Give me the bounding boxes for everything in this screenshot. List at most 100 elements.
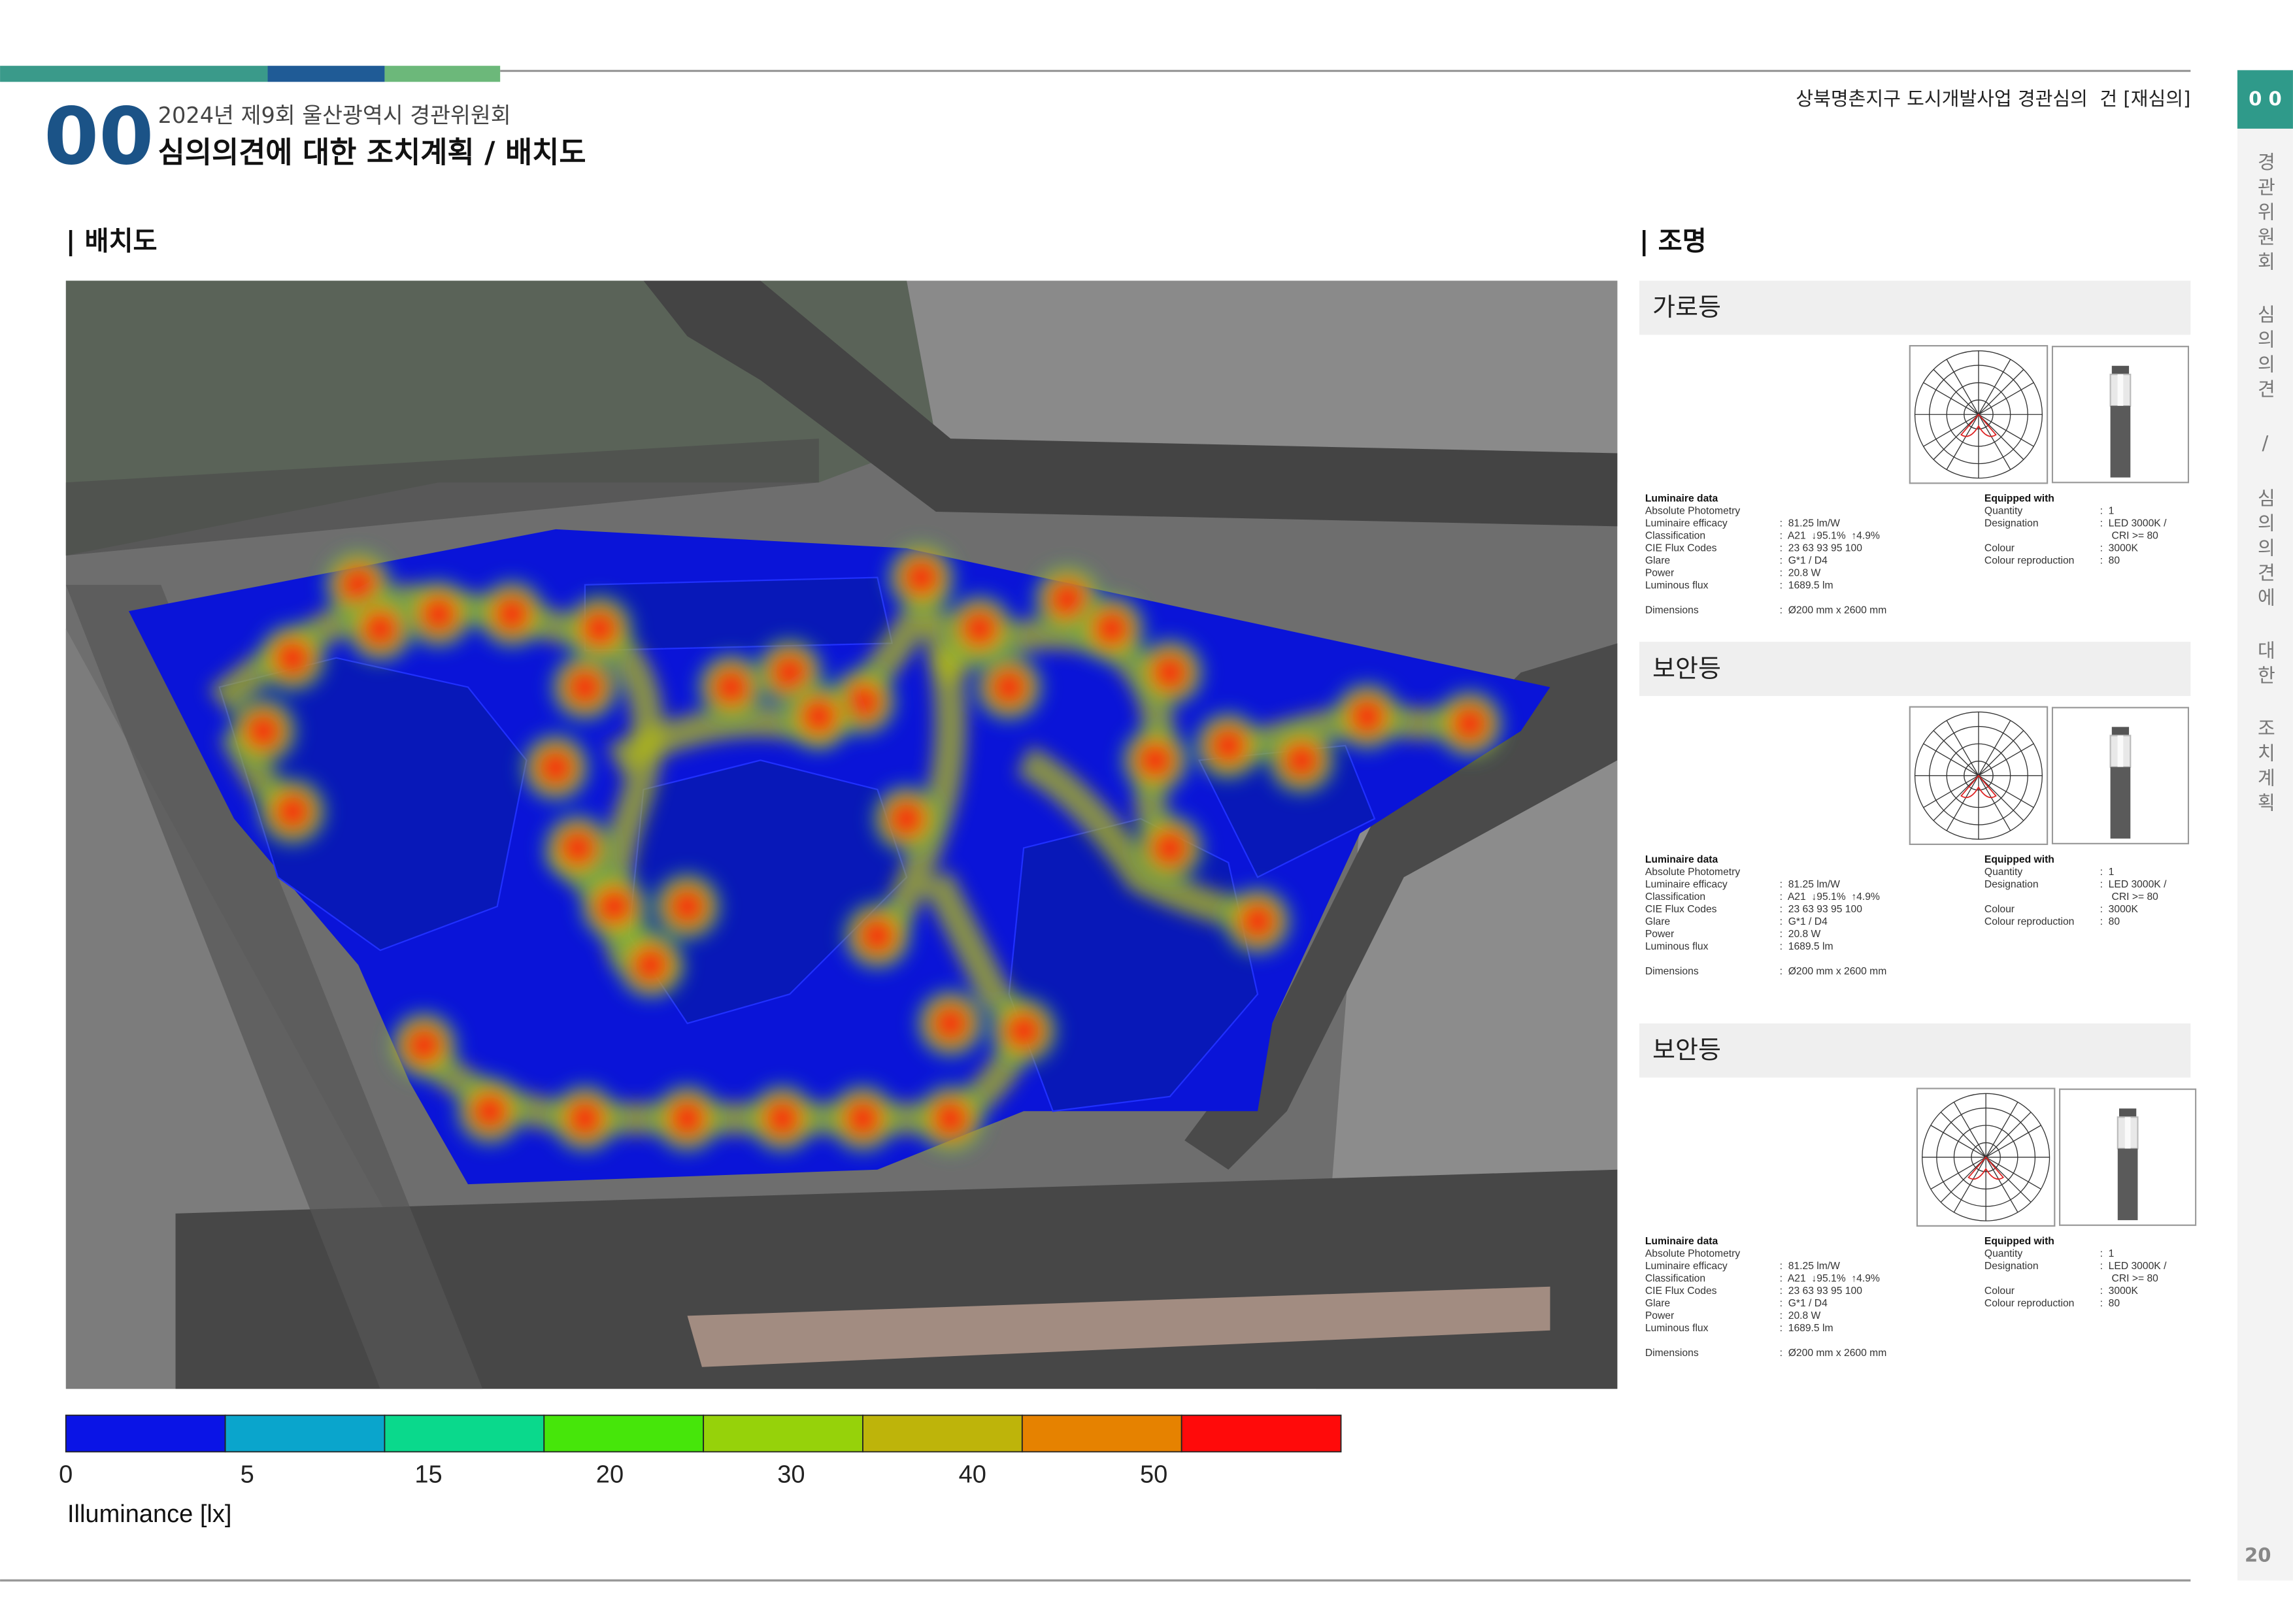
spec-label: Classification: [1645, 530, 1705, 541]
spec-heading: Luminaire data: [1645, 1236, 1718, 1247]
spec-heading: Luminaire data: [1645, 854, 1718, 865]
spec-label: CIE Flux Codes: [1645, 904, 1717, 915]
spec-value: : 23 63 93 95 100: [1780, 904, 1863, 915]
sidebar-vertical-text: 경관위원회 심의의견 / 심의의견에 대한 조치계획: [2254, 152, 2276, 818]
spec-label: CIE Flux Codes: [1645, 542, 1717, 554]
heat-spot: [868, 780, 945, 857]
photometric-diagram: [1916, 1087, 2056, 1227]
spec-value: : LED 3000K /: [2100, 518, 2167, 529]
section-heading: | 조명: [1639, 227, 1707, 257]
spec-value: : 20.8 W: [1780, 1310, 1821, 1321]
heat-spot: [780, 678, 858, 755]
heat-spot: [452, 1073, 528, 1150]
heat-spot: [1131, 810, 1208, 886]
legend-swatch: [224, 1414, 386, 1453]
legend-swatch: [543, 1414, 705, 1453]
luminaire-image: [2051, 706, 2190, 844]
spec-label: Luminaire efficacy: [1645, 879, 1728, 890]
heat-spot: [401, 576, 477, 652]
heat-spot: [342, 590, 418, 667]
heat-spot: [941, 590, 1018, 667]
spec-value: : 80: [2100, 1298, 2120, 1309]
spec-value: CRI >= 80: [2112, 530, 2159, 541]
section-heading: | 배치도: [66, 227, 158, 257]
heat-spot: [693, 649, 769, 725]
spec-label: Glare: [1645, 916, 1671, 927]
legend-swatch: [65, 1414, 226, 1453]
spec-value: : A21 ↓95.1% ↑4.9%: [1780, 1273, 1880, 1284]
heat-strand: [921, 870, 1035, 1035]
spec-label: Luminous flux: [1645, 580, 1709, 591]
spec-label: Power: [1645, 567, 1674, 578]
heat-spot: [546, 649, 624, 725]
page-number: 20: [2245, 1544, 2271, 1566]
light-name: 보안등: [1652, 1036, 1721, 1065]
spec-value: : 1: [2100, 505, 2115, 516]
spec-value: : A21 ↓95.1% ↑4.9%: [1780, 891, 1880, 903]
spec-heading: Equipped with: [1984, 854, 2054, 865]
legend-swatch: [384, 1414, 545, 1453]
heat-spot: [839, 897, 916, 974]
section-number: 00: [44, 91, 154, 183]
light-header-bar: [1639, 642, 2191, 696]
sidebar: [2237, 70, 2293, 1581]
spec-value: CRI >= 80: [2112, 891, 2159, 903]
spec-value: : 81.25 lm/W: [1780, 518, 1840, 529]
spec-label: Colour reproduction: [1984, 916, 2075, 927]
spec-value: : 81.25 lm/W: [1780, 1261, 1840, 1272]
spec-value: : 20.8 W: [1780, 567, 1821, 578]
spec-value: : 20.8 W: [1780, 929, 1821, 940]
heat-spot: [1117, 722, 1194, 799]
bar-blue: [267, 65, 385, 82]
bar-teal: [0, 65, 268, 82]
legend-swatch: [1021, 1414, 1182, 1453]
legend-tick-label: 30: [777, 1461, 805, 1488]
spec-label: Colour: [1984, 542, 2015, 554]
heat-spot: [612, 927, 689, 1003]
photometric-diagram: [1909, 344, 2049, 484]
spec-value: : G*1 / D4: [1780, 555, 1828, 566]
heat-spot: [883, 539, 960, 616]
heat-spot: [744, 1080, 821, 1157]
spec-label: Designation: [1984, 518, 2039, 529]
luminaire-image: [2058, 1088, 2197, 1226]
light-name: 가로등: [1652, 293, 1721, 322]
heat-spot: [912, 985, 989, 1062]
heat-spot: [985, 993, 1062, 1069]
spec-value: : G*1 / D4: [1780, 916, 1828, 927]
spec-label: Quantity: [1984, 505, 2022, 516]
light-header-bar: [1639, 280, 2191, 335]
heat-spot: [649, 1080, 726, 1157]
spec-value: : 1689.5 lm: [1780, 941, 1833, 952]
heat-spot: [539, 810, 616, 886]
spec-value: : 3000K: [2100, 904, 2139, 915]
spec-label: Colour: [1984, 1285, 2015, 1297]
spec-label: Power: [1645, 1310, 1674, 1321]
heat-spot: [1219, 883, 1296, 959]
sidebar-tab-label: 0 0: [2249, 88, 2282, 110]
spec-label: Luminaire efficacy: [1645, 518, 1728, 529]
spec-label: CIE Flux Codes: [1645, 1285, 1717, 1297]
spec-label: Luminaire efficacy: [1645, 1261, 1728, 1272]
heat-spot: [1073, 590, 1150, 667]
spec-value: : 80: [2100, 916, 2120, 927]
spec-label: Luminous flux: [1645, 1323, 1709, 1334]
spec-value: : Ø200 mm x 2600 mm: [1780, 1348, 1887, 1359]
spec-value: : LED 3000K /: [2100, 879, 2167, 890]
spec-label: Quantity: [1984, 867, 2022, 878]
spec-value: : 1: [2100, 1248, 2115, 1259]
spec-value: : 80: [2100, 555, 2120, 566]
spec-label: Quantity: [1984, 1248, 2022, 1259]
spec-label: Dimensions: [1645, 605, 1699, 616]
heat-spot: [254, 620, 331, 696]
spec-label: Dimensions: [1645, 1348, 1699, 1359]
color-legend: 0 5 15 20 30 40 50: [59, 1414, 1342, 1488]
spec-label: Designation: [1984, 879, 2039, 890]
heat-spot: [546, 1080, 624, 1157]
legend-tick-label: 40: [959, 1461, 986, 1488]
